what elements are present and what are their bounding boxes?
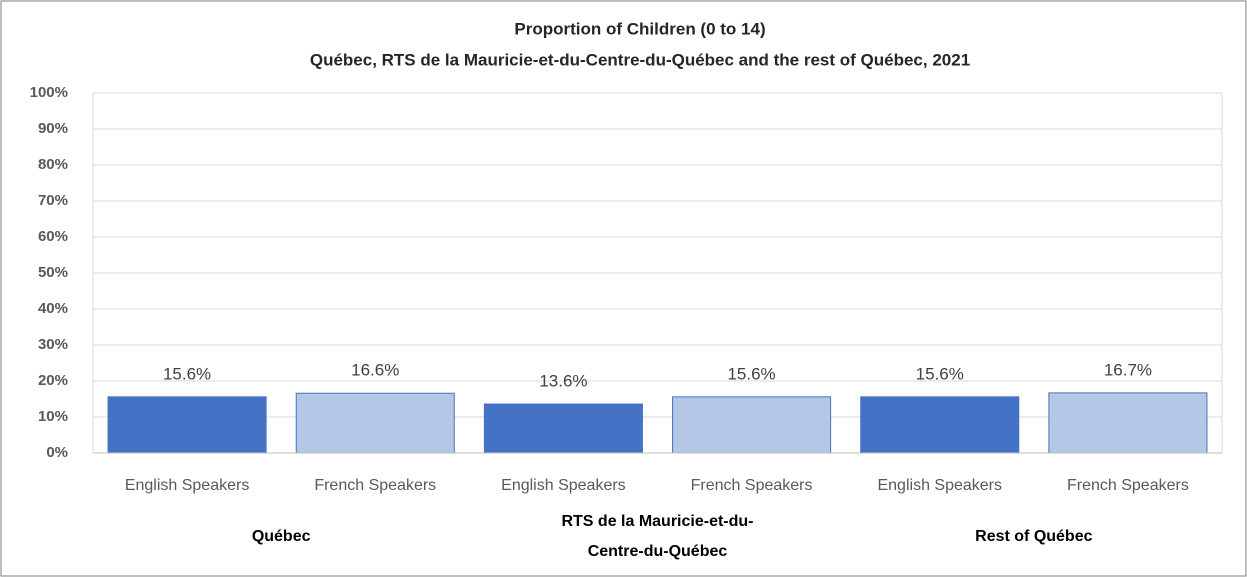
x-tick-label: French Speakers xyxy=(1067,477,1189,494)
y-tick-label: 60% xyxy=(38,228,68,245)
chart-subtitle: Québec, RTS de la Mauricie-et-du-Centre-… xyxy=(310,50,970,69)
y-tick-label: 20% xyxy=(38,372,68,389)
y-tick-label: 0% xyxy=(46,444,68,461)
bar xyxy=(1048,392,1208,454)
y-tick-label: 90% xyxy=(38,120,68,137)
chart-title: Proportion of Children (0 to 14) xyxy=(514,19,765,38)
x-tick-label: English Speakers xyxy=(501,477,626,494)
y-tick-label: 30% xyxy=(38,336,68,353)
value-label: 13.6% xyxy=(539,372,587,391)
group-label: RTS de la Mauricie-et-du-Centre-du-Québe… xyxy=(561,513,754,560)
x-tick-label: French Speakers xyxy=(314,477,436,494)
bar xyxy=(860,396,1020,454)
bar xyxy=(672,396,832,454)
y-tick-label: 80% xyxy=(38,156,68,173)
value-label: 16.6% xyxy=(351,361,399,380)
y-tick-label: 100% xyxy=(30,84,68,101)
value-label: 15.6% xyxy=(727,364,775,383)
x-tick-label: English Speakers xyxy=(125,477,250,494)
value-label: 16.7% xyxy=(1104,360,1152,379)
y-tick-label: 50% xyxy=(38,264,68,281)
value-label: 15.6% xyxy=(163,364,211,383)
value-label: 15.6% xyxy=(916,364,964,383)
x-tick-label: English Speakers xyxy=(877,477,1002,494)
group-label: Rest of Québec xyxy=(975,528,1093,545)
y-tick-label: 10% xyxy=(38,408,68,425)
bar xyxy=(483,403,643,454)
x-tick-label: French Speakers xyxy=(691,477,813,494)
bar xyxy=(107,396,267,454)
y-tick-label: 70% xyxy=(38,192,68,209)
y-tick-label: 40% xyxy=(38,300,68,317)
group-label: Québec xyxy=(251,528,311,545)
bar xyxy=(295,392,455,454)
